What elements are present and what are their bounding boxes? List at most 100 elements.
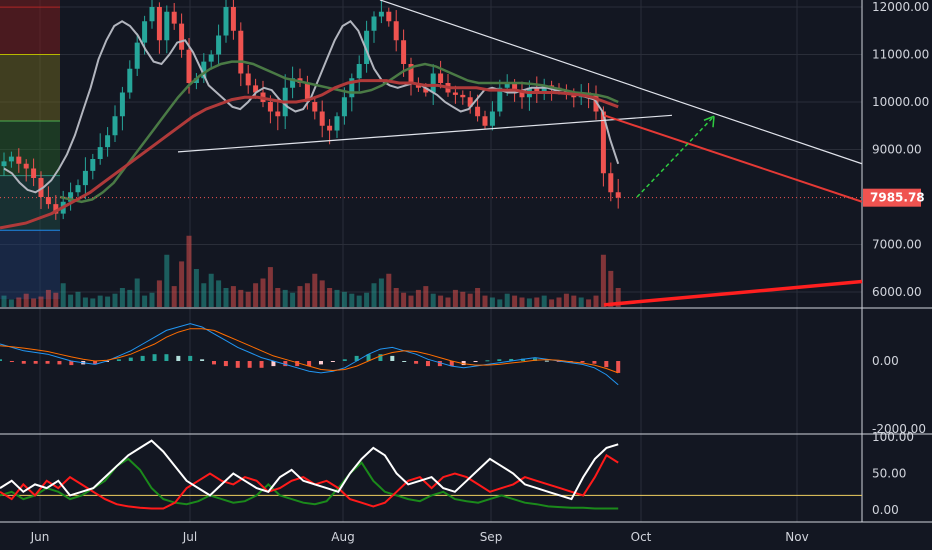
- macd-histogram-bar: [116, 359, 121, 361]
- candle-body: [230, 7, 236, 31]
- candle-body: [534, 87, 540, 93]
- macd-histogram-bar: [354, 355, 359, 361]
- time-axis-tick-label: Oct: [631, 530, 652, 544]
- trendlines: [0, 0, 863, 307]
- candle-body: [393, 21, 399, 41]
- ma-mid-line: [59, 60, 619, 204]
- green-arrow-head: [703, 115, 715, 128]
- macd-histogram-bar: [544, 360, 549, 362]
- volume-bar: [423, 286, 429, 307]
- volume-bar: [356, 295, 362, 307]
- macd-histogram-bar: [223, 361, 228, 367]
- volume-bar: [230, 286, 236, 307]
- candle-body: [208, 54, 214, 62]
- candle-body: [408, 64, 414, 83]
- candle-body: [319, 111, 325, 126]
- moving-averages: [0, 20, 620, 230]
- candle-body: [238, 30, 244, 74]
- volume-bar: [112, 293, 118, 307]
- candle-body: [452, 92, 458, 95]
- candle-body: [68, 192, 74, 202]
- macd-histogram-bar: [295, 361, 300, 367]
- candle-body: [38, 178, 44, 197]
- macd-histogram-bar: [188, 355, 193, 361]
- candle-body: [253, 85, 259, 93]
- macd-histogram-bar: [235, 361, 240, 368]
- candle-body: [186, 49, 192, 83]
- candle-body: [105, 135, 111, 148]
- macd-histogram-bar: [33, 361, 38, 364]
- volume-bar: [290, 292, 296, 307]
- volume-bar: [541, 295, 547, 307]
- volume-bar: [45, 289, 51, 307]
- macd-histogram-bar: [140, 355, 145, 361]
- price-axis-tick-label: 12000.00: [872, 0, 929, 14]
- candle-body: [75, 185, 81, 193]
- macd-histogram-bar: [247, 361, 252, 368]
- macd-histogram-bar: [45, 361, 50, 364]
- volume-bar: [475, 288, 481, 307]
- volume-bar: [186, 235, 192, 307]
- candle-body: [489, 111, 495, 126]
- volume-bar: [586, 299, 592, 307]
- volume-bar: [526, 298, 532, 307]
- volume-bar: [467, 293, 473, 307]
- volume-bar: [127, 289, 133, 307]
- oscillator-red-line: [0, 453, 619, 510]
- candle-body: [45, 197, 51, 205]
- candle-body: [467, 97, 473, 107]
- macd-histogram-bar: [402, 361, 407, 362]
- macd-axis-tick-label: -2000.00: [872, 422, 926, 436]
- candle-body: [112, 116, 118, 136]
- candle-body: [356, 64, 362, 79]
- macd-histogram-bar: [556, 361, 561, 362]
- ma-long-line: [0, 79, 619, 230]
- candle-body: [171, 11, 177, 24]
- volume-bar: [90, 298, 96, 307]
- volume-bar: [282, 289, 288, 307]
- fib-zone: [0, 0, 60, 7]
- volume-bars: [1, 235, 621, 307]
- candle-body: [134, 42, 140, 69]
- macd-indicator: [0, 323, 621, 386]
- candle-body: [600, 111, 606, 174]
- volume-bar: [415, 289, 421, 307]
- volume-bar: [275, 288, 281, 307]
- candle-body: [423, 87, 429, 93]
- volume-bar: [556, 297, 562, 307]
- macd-histogram-bar: [152, 354, 157, 361]
- candle-body: [201, 61, 207, 79]
- volume-bar: [364, 292, 370, 307]
- volume-bar: [593, 295, 599, 307]
- candle-body: [245, 73, 251, 86]
- macd-histogram-bar: [521, 358, 526, 361]
- candle-body: [475, 106, 481, 117]
- volume-bar: [334, 289, 340, 307]
- candle-body: [615, 192, 621, 198]
- volume-bar: [8, 299, 14, 307]
- volume-bar: [504, 293, 510, 307]
- volume-bar: [267, 267, 273, 307]
- volume-bar: [1, 295, 7, 307]
- ma-short-line: [3, 20, 620, 194]
- volume-bar: [452, 289, 458, 307]
- candle-body: [164, 11, 170, 41]
- macd-histogram-bar: [307, 361, 312, 367]
- candle-body: [31, 168, 37, 178]
- fib-zone: [0, 7, 60, 55]
- macd-line: [0, 323, 619, 386]
- price-axis-tick-label: 6000.00: [872, 285, 922, 299]
- volume-bar: [16, 297, 22, 307]
- macd-histogram-bar: [378, 354, 383, 361]
- candle-body: [504, 83, 510, 88]
- volume-bar: [223, 288, 229, 307]
- oscillator-indicator: [0, 439, 862, 510]
- volume-bar: [304, 283, 310, 307]
- macd-histogram-bar: [283, 361, 288, 367]
- volume-bar: [386, 273, 392, 307]
- candle-body: [23, 163, 29, 169]
- macd-histogram-bar: [425, 361, 430, 367]
- fib-zone: [0, 230, 60, 300]
- candle-body: [519, 90, 525, 98]
- candle-body: [304, 83, 310, 102]
